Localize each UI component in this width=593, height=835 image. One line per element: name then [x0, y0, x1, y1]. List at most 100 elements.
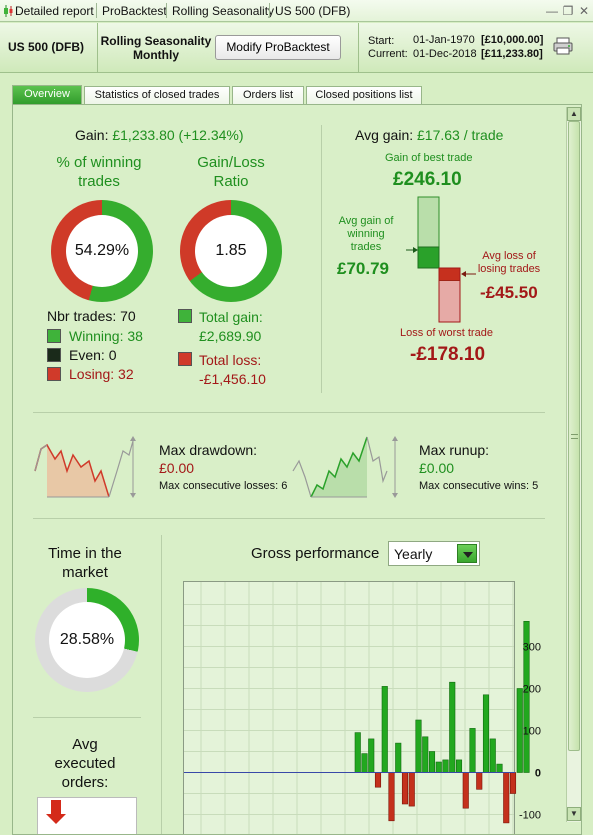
tab-closed-positions-list[interactable]: Closed positions list	[306, 86, 422, 104]
avg-gain-summary: Avg gain: £17.63 / trade	[355, 127, 503, 143]
current-value: [£11,233.80]	[481, 48, 543, 60]
pct-winning-title-line1: % of winning	[43, 153, 155, 172]
start-value: [£10,000.00]	[481, 34, 543, 46]
gross-performance-label: Gross performance	[251, 545, 379, 562]
chart-bar	[355, 733, 361, 773]
chart-bar	[443, 760, 449, 773]
chart-y-tick-label: -100	[519, 810, 541, 822]
chart-bar	[375, 773, 381, 788]
chart-bar	[423, 737, 429, 773]
chart-bar	[416, 720, 422, 773]
even-swatch	[47, 348, 61, 362]
vertical-scrollbar[interactable]: ▲ ▼	[566, 107, 581, 822]
losing-swatch	[47, 367, 61, 381]
total-gain-swatch	[178, 309, 192, 323]
time-in-market-line1: Time in the	[33, 544, 137, 563]
pct-winning-value: 54.29%	[66, 215, 138, 287]
total-loss: Total loss: -£1,456.10	[199, 351, 266, 389]
avg-gain-winning-label-line2: winning	[331, 228, 401, 241]
close-icon[interactable]: ✕	[576, 3, 592, 19]
runup-illustration	[291, 431, 403, 501]
restore-icon[interactable]: ❐	[560, 3, 576, 19]
avg-gain-winning-label: Avg gain of winning trades	[331, 215, 401, 254]
overview-panel: Gain: £1,233.80 (+12.34%) % of winning t…	[12, 104, 582, 835]
chart-bar	[477, 773, 483, 790]
chart-y-tick-label: 0	[535, 768, 541, 780]
chart-y-tick-label: 100	[523, 726, 541, 738]
nbr-trades: Nbr trades: 70	[47, 308, 136, 324]
backtest-name-line1: Rolling Seasonality	[100, 34, 212, 48]
scrollbar-thumb[interactable]	[568, 121, 580, 751]
gross-performance-chart: 300 200 100 0 -100	[183, 581, 555, 835]
time-in-market-title: Time in the market	[33, 544, 137, 582]
orders-illustration	[37, 797, 137, 835]
losing-count: Losing: 32	[69, 366, 134, 382]
tab-overview[interactable]: Overview	[12, 85, 82, 105]
total-gain-label: Total gain:	[199, 308, 263, 327]
gl-ratio-donut: 1.85	[180, 200, 282, 302]
avg-gain-winning-label-line1: Avg gain of	[331, 215, 401, 228]
gain-summary: Gain: £1,233.80 (+12.34%)	[75, 127, 244, 143]
backtest-name: Rolling Seasonality Monthly	[100, 34, 212, 62]
chart-bar	[429, 752, 435, 773]
avg-gain-value: £17.63 / trade	[417, 127, 503, 143]
total-gain-value: £2,689.90	[199, 327, 263, 346]
chart-bar	[436, 762, 442, 773]
chart-bar	[510, 773, 516, 794]
minimize-icon[interactable]: —	[544, 3, 560, 19]
start-date: 01-Jan-1970	[413, 34, 475, 46]
chart-bar	[409, 773, 415, 807]
chart-bar	[450, 682, 456, 772]
start-label: Start:	[368, 35, 394, 47]
tab-orders-list[interactable]: Orders list	[232, 86, 304, 104]
total-loss-label: Total loss:	[199, 351, 266, 370]
gl-ratio-title: Gain/Loss Ratio	[175, 153, 287, 191]
chevron-down-icon[interactable]	[457, 544, 477, 563]
max-drawdown-value: £0.00	[159, 460, 194, 476]
scroll-down-icon[interactable]: ▼	[567, 807, 581, 821]
crumb-detailed-report[interactable]: Detailed report	[15, 4, 94, 18]
avg-exec-line3: orders:	[33, 773, 137, 792]
start-info: Start:	[368, 34, 394, 48]
pct-winning-title-line2: trades	[43, 172, 155, 191]
avg-gain-label: Avg gain:	[355, 127, 413, 143]
chart-bar	[402, 773, 408, 805]
title-bar: Detailed report ProBacktest Rolling Seas…	[0, 0, 593, 22]
gain-value: £1,233.80 (+12.34%)	[112, 127, 243, 143]
pct-winning-donut: 54.29%	[51, 200, 153, 302]
down-arrow-icon	[38, 798, 78, 835]
chart-y-tick-label: 300	[523, 642, 541, 654]
candlestick-icon	[3, 4, 13, 18]
chart-bar	[456, 760, 462, 773]
chart-y-tick-label: 200	[523, 684, 541, 696]
chart-bar	[483, 695, 489, 773]
max-runup-value: £0.00	[419, 460, 454, 476]
report-header: US 500 (DFB) Rolling Seasonality Monthly…	[0, 23, 593, 73]
chart-bar	[362, 754, 368, 773]
printer-icon[interactable]	[553, 36, 573, 61]
chart-bar	[369, 739, 375, 773]
current-date: 01-Dec-2018	[413, 48, 477, 60]
chart-bar	[396, 743, 402, 772]
crumb-probacktest[interactable]: ProBacktest	[102, 4, 167, 18]
drawdown-illustration	[33, 431, 143, 501]
scroll-up-icon[interactable]: ▲	[567, 107, 581, 121]
crumb-rolling-seasonality[interactable]: Rolling Seasonality	[172, 4, 274, 18]
time-in-market-line2: market	[33, 563, 137, 582]
avg-exec-orders-title: Avg executed orders:	[33, 735, 137, 792]
worst-trade-value: -£178.10	[410, 344, 485, 366]
max-consec-losses: Max consecutive losses: 6	[159, 480, 287, 492]
crumb-instrument[interactable]: US 500 (DFB)	[275, 4, 350, 18]
period-select[interactable]: Yearly	[388, 541, 480, 566]
avg-loss-losing-label-line1: Avg loss of	[476, 250, 542, 263]
max-consec-wins: Max consecutive wins: 5	[419, 480, 538, 492]
tab-statistics-closed-trades[interactable]: Statistics of closed trades	[84, 86, 230, 104]
pct-winning-title: % of winning trades	[43, 153, 155, 191]
chart-bar	[470, 728, 476, 772]
avg-gain-winning-label-line3: trades	[331, 241, 401, 254]
avg-gain-winning-value: £70.79	[337, 259, 389, 279]
worst-trade-label: Loss of worst trade	[400, 327, 493, 339]
modify-probacktest-button[interactable]: Modify ProBacktest	[215, 35, 341, 60]
winning-count: Winning: 38	[69, 328, 143, 344]
trade-range-bars	[398, 195, 478, 325]
